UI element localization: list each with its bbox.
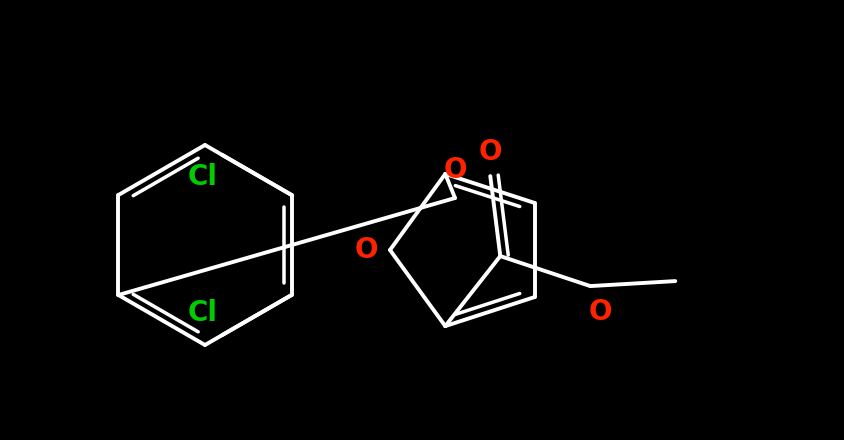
Text: O: O	[443, 156, 467, 184]
Text: Cl: Cl	[187, 299, 217, 327]
Text: O: O	[479, 138, 502, 166]
Text: O: O	[354, 236, 378, 264]
Text: O: O	[588, 298, 612, 326]
Text: Cl: Cl	[187, 163, 217, 191]
